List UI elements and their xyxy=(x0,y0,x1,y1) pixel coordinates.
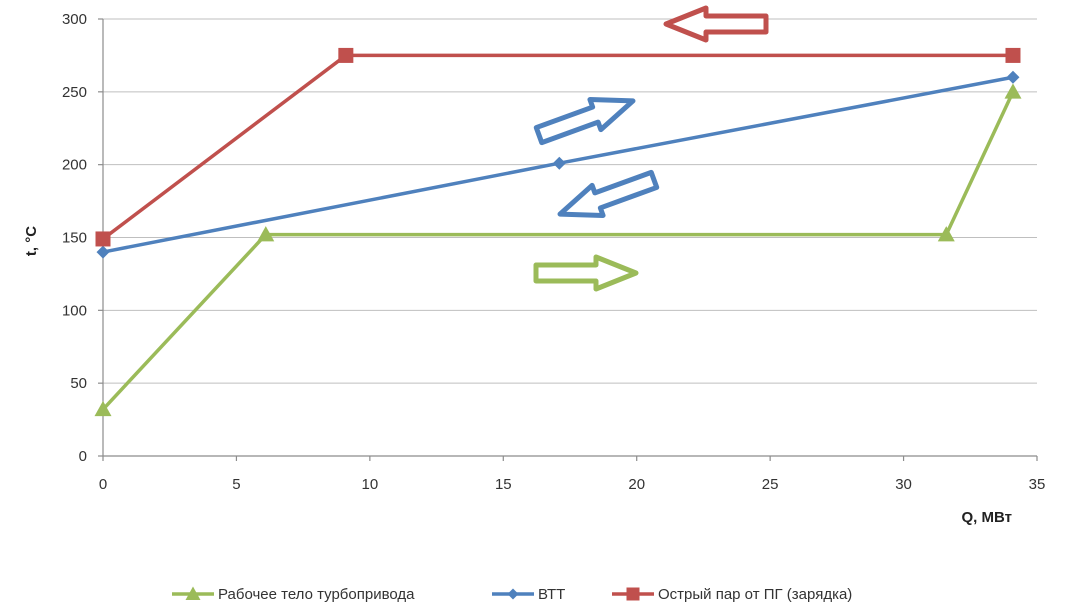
series-diamond xyxy=(96,70,1020,259)
series-line xyxy=(101,53,1013,241)
y-tick-label: 200 xyxy=(62,157,87,174)
marker-triangle xyxy=(937,226,955,242)
series-triangle xyxy=(94,83,1022,417)
marker-triangle xyxy=(1004,83,1022,99)
marker-diamond xyxy=(552,156,566,170)
marker-square xyxy=(1005,47,1021,63)
series-square xyxy=(95,47,1021,247)
y-tick-label: 0 xyxy=(79,448,87,465)
y-axis-title: t, °C xyxy=(23,226,40,256)
x-tick-labels: 0 5 10 15 20 25 30 35 xyxy=(99,476,1046,493)
y-tick-label: 300 xyxy=(62,11,87,28)
legend-item: ВТТ xyxy=(492,586,565,603)
legend-label: Острый пар от ПГ (зарядка) xyxy=(658,586,852,603)
marker-square xyxy=(95,231,111,247)
axes xyxy=(98,18,1038,461)
marker-square xyxy=(338,47,354,63)
legend-label: ВТТ xyxy=(538,586,565,603)
x-tick-label: 25 xyxy=(762,476,779,493)
legend-label: Рабочее тело турбопривода xyxy=(218,586,415,603)
grid-lines xyxy=(103,18,1037,384)
series-line xyxy=(101,91,1015,411)
y-tick-label: 150 xyxy=(62,230,87,247)
legend: Рабочее тело турбопривода ВТТ Острый пар о… xyxy=(172,586,852,603)
marker-triangle xyxy=(94,400,112,417)
x-tick-label: 5 xyxy=(232,476,240,493)
x-axis-title: Q, МВт xyxy=(962,509,1012,526)
x-tick-label: 0 xyxy=(99,476,107,493)
y-tick-label: 100 xyxy=(62,302,87,319)
marker-triangle xyxy=(185,586,201,600)
arrow-left-icon xyxy=(663,5,769,43)
marker-diamond xyxy=(507,588,519,600)
series-lines xyxy=(94,47,1022,417)
legend-item: Острый пар от ПГ (зарядка) xyxy=(612,586,852,603)
y-tick-labels: 0 50 100 150 200 250 300 xyxy=(62,11,87,465)
marker-diamond xyxy=(1006,70,1020,84)
arrow-down-left-icon xyxy=(557,169,660,218)
y-tick-label: 250 xyxy=(62,84,87,101)
arrow-up-right-icon xyxy=(533,97,636,146)
marker-diamond xyxy=(96,245,110,259)
legend-item: Рабочее тело турбопривода xyxy=(172,586,415,603)
flow-direction-arrows xyxy=(533,5,769,292)
marker-square xyxy=(626,587,640,601)
y-tick-label: 50 xyxy=(70,375,87,392)
marker-triangle xyxy=(257,226,275,242)
x-tick-label: 10 xyxy=(362,476,379,493)
x-tick-label: 20 xyxy=(628,476,645,493)
x-tick-label: 35 xyxy=(1029,476,1046,493)
x-tick-label: 15 xyxy=(495,476,512,493)
x-tick-label: 30 xyxy=(895,476,912,493)
arrow-right-icon xyxy=(533,254,639,292)
